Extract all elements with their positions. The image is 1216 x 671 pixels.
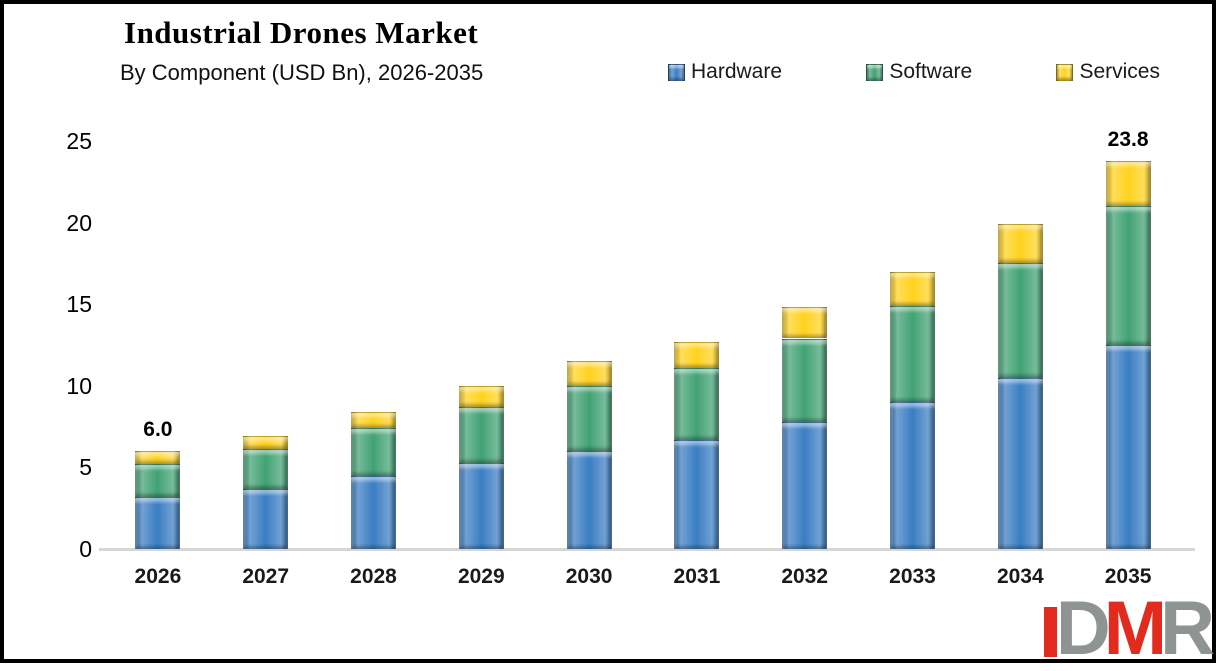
bar-segment-hardware-2035 <box>1105 345 1151 549</box>
x-axis-label-2033: 2033 <box>889 565 936 588</box>
chart-title: Industrial Drones Market <box>124 15 479 50</box>
y-axis-tick-10: 10 <box>66 372 92 399</box>
y-axis-tick-25: 25 <box>66 128 92 154</box>
services-swatch-icon <box>1056 63 1074 81</box>
software-swatch-icon <box>866 63 884 81</box>
x-axis-label-2029: 2029 <box>457 565 505 588</box>
bar-segment-software-2034 <box>997 263 1043 378</box>
bar-segment-software-2033 <box>890 305 935 403</box>
legend-item-services: Services <box>1056 60 1160 84</box>
bar-segment-software-2035 <box>1105 206 1151 345</box>
bar-segment-software-2032 <box>782 338 828 422</box>
logo-letter-m: M <box>1103 586 1167 671</box>
bar-segment-hardware-2033 <box>890 402 935 549</box>
bar-segment-software-2026 <box>135 464 181 497</box>
x-axis-label-2035: 2035 <box>1104 565 1152 588</box>
x-axis-label-2032: 2032 <box>781 565 829 588</box>
bar-segment-services-2031 <box>674 341 720 368</box>
legend-label-hardware: Hardware <box>691 60 783 83</box>
x-axis-label-2031: 2031 <box>673 565 721 588</box>
bar-segment-services-2032 <box>782 307 828 339</box>
legend: Hardware Software Services <box>668 60 1160 84</box>
bar-segment-hardware-2028 <box>351 475 396 549</box>
bar-segment-services-2029 <box>458 385 504 408</box>
y-axis-tick-15: 15 <box>66 291 92 318</box>
x-axis-label-2026: 2026 <box>134 565 182 588</box>
bar-segment-hardware-2029 <box>458 462 504 549</box>
bar-segment-services-2028 <box>351 411 396 429</box>
bar-segment-hardware-2031 <box>674 439 720 549</box>
bar-segment-software-2029 <box>458 407 504 463</box>
x-axis-label-2030: 2030 <box>565 565 613 588</box>
logo-letter-d: D <box>1055 586 1111 671</box>
bar-segment-software-2031 <box>674 367 720 440</box>
bar-segment-hardware-2026 <box>135 496 181 549</box>
bar-segment-hardware-2027 <box>243 488 289 549</box>
legend-item-software: Software <box>866 60 972 84</box>
bar-segment-services-2033 <box>890 271 935 306</box>
bar-segment-hardware-2034 <box>997 377 1043 549</box>
x-axis-line <box>99 548 1195 551</box>
y-axis-tick-5: 5 <box>79 454 92 481</box>
bar-segment-services-2035 <box>1105 160 1151 207</box>
dmr-logo: D M R <box>1043 586 1215 671</box>
logo-letter-r: R <box>1160 586 1215 671</box>
bar-total-label-2026: 6.0 <box>143 418 173 442</box>
bar-segment-services-2027 <box>243 436 289 450</box>
bar-segment-services-2030 <box>566 361 612 386</box>
legend-label-software: Software <box>889 60 973 83</box>
bar-segment-hardware-2030 <box>566 451 612 549</box>
y-axis-tick-20: 20 <box>66 209 92 236</box>
bar-segment-software-2027 <box>243 449 289 489</box>
plot-area: 0 5 10 15 20 25 6.0 2026 2027 2028 2029 2030 2031 203… <box>66 128 1195 588</box>
x-axis-label-2028: 2028 <box>350 565 397 588</box>
y-axis-tick-0: 0 <box>79 536 92 562</box>
x-axis-label-2034: 2034 <box>996 565 1044 588</box>
bar-segment-software-2028 <box>351 428 396 476</box>
logo-accent-bar <box>1043 607 1057 657</box>
bar-segment-services-2026 <box>135 451 181 465</box>
bar-total-label-2035: 23.8 <box>1107 127 1149 151</box>
x-axis-label-2027: 2027 <box>242 565 290 588</box>
legend-item-hardware: Hardware <box>668 60 782 84</box>
legend-label-services: Services <box>1079 60 1160 83</box>
bar-segment-software-2030 <box>566 385 612 452</box>
chart-subtitle: By Component (USD Bn), 2026-2035 <box>120 60 484 85</box>
bar-segment-hardware-2032 <box>782 421 828 549</box>
bar-segment-services-2034 <box>997 224 1043 264</box>
hardware-swatch-icon <box>668 63 685 81</box>
